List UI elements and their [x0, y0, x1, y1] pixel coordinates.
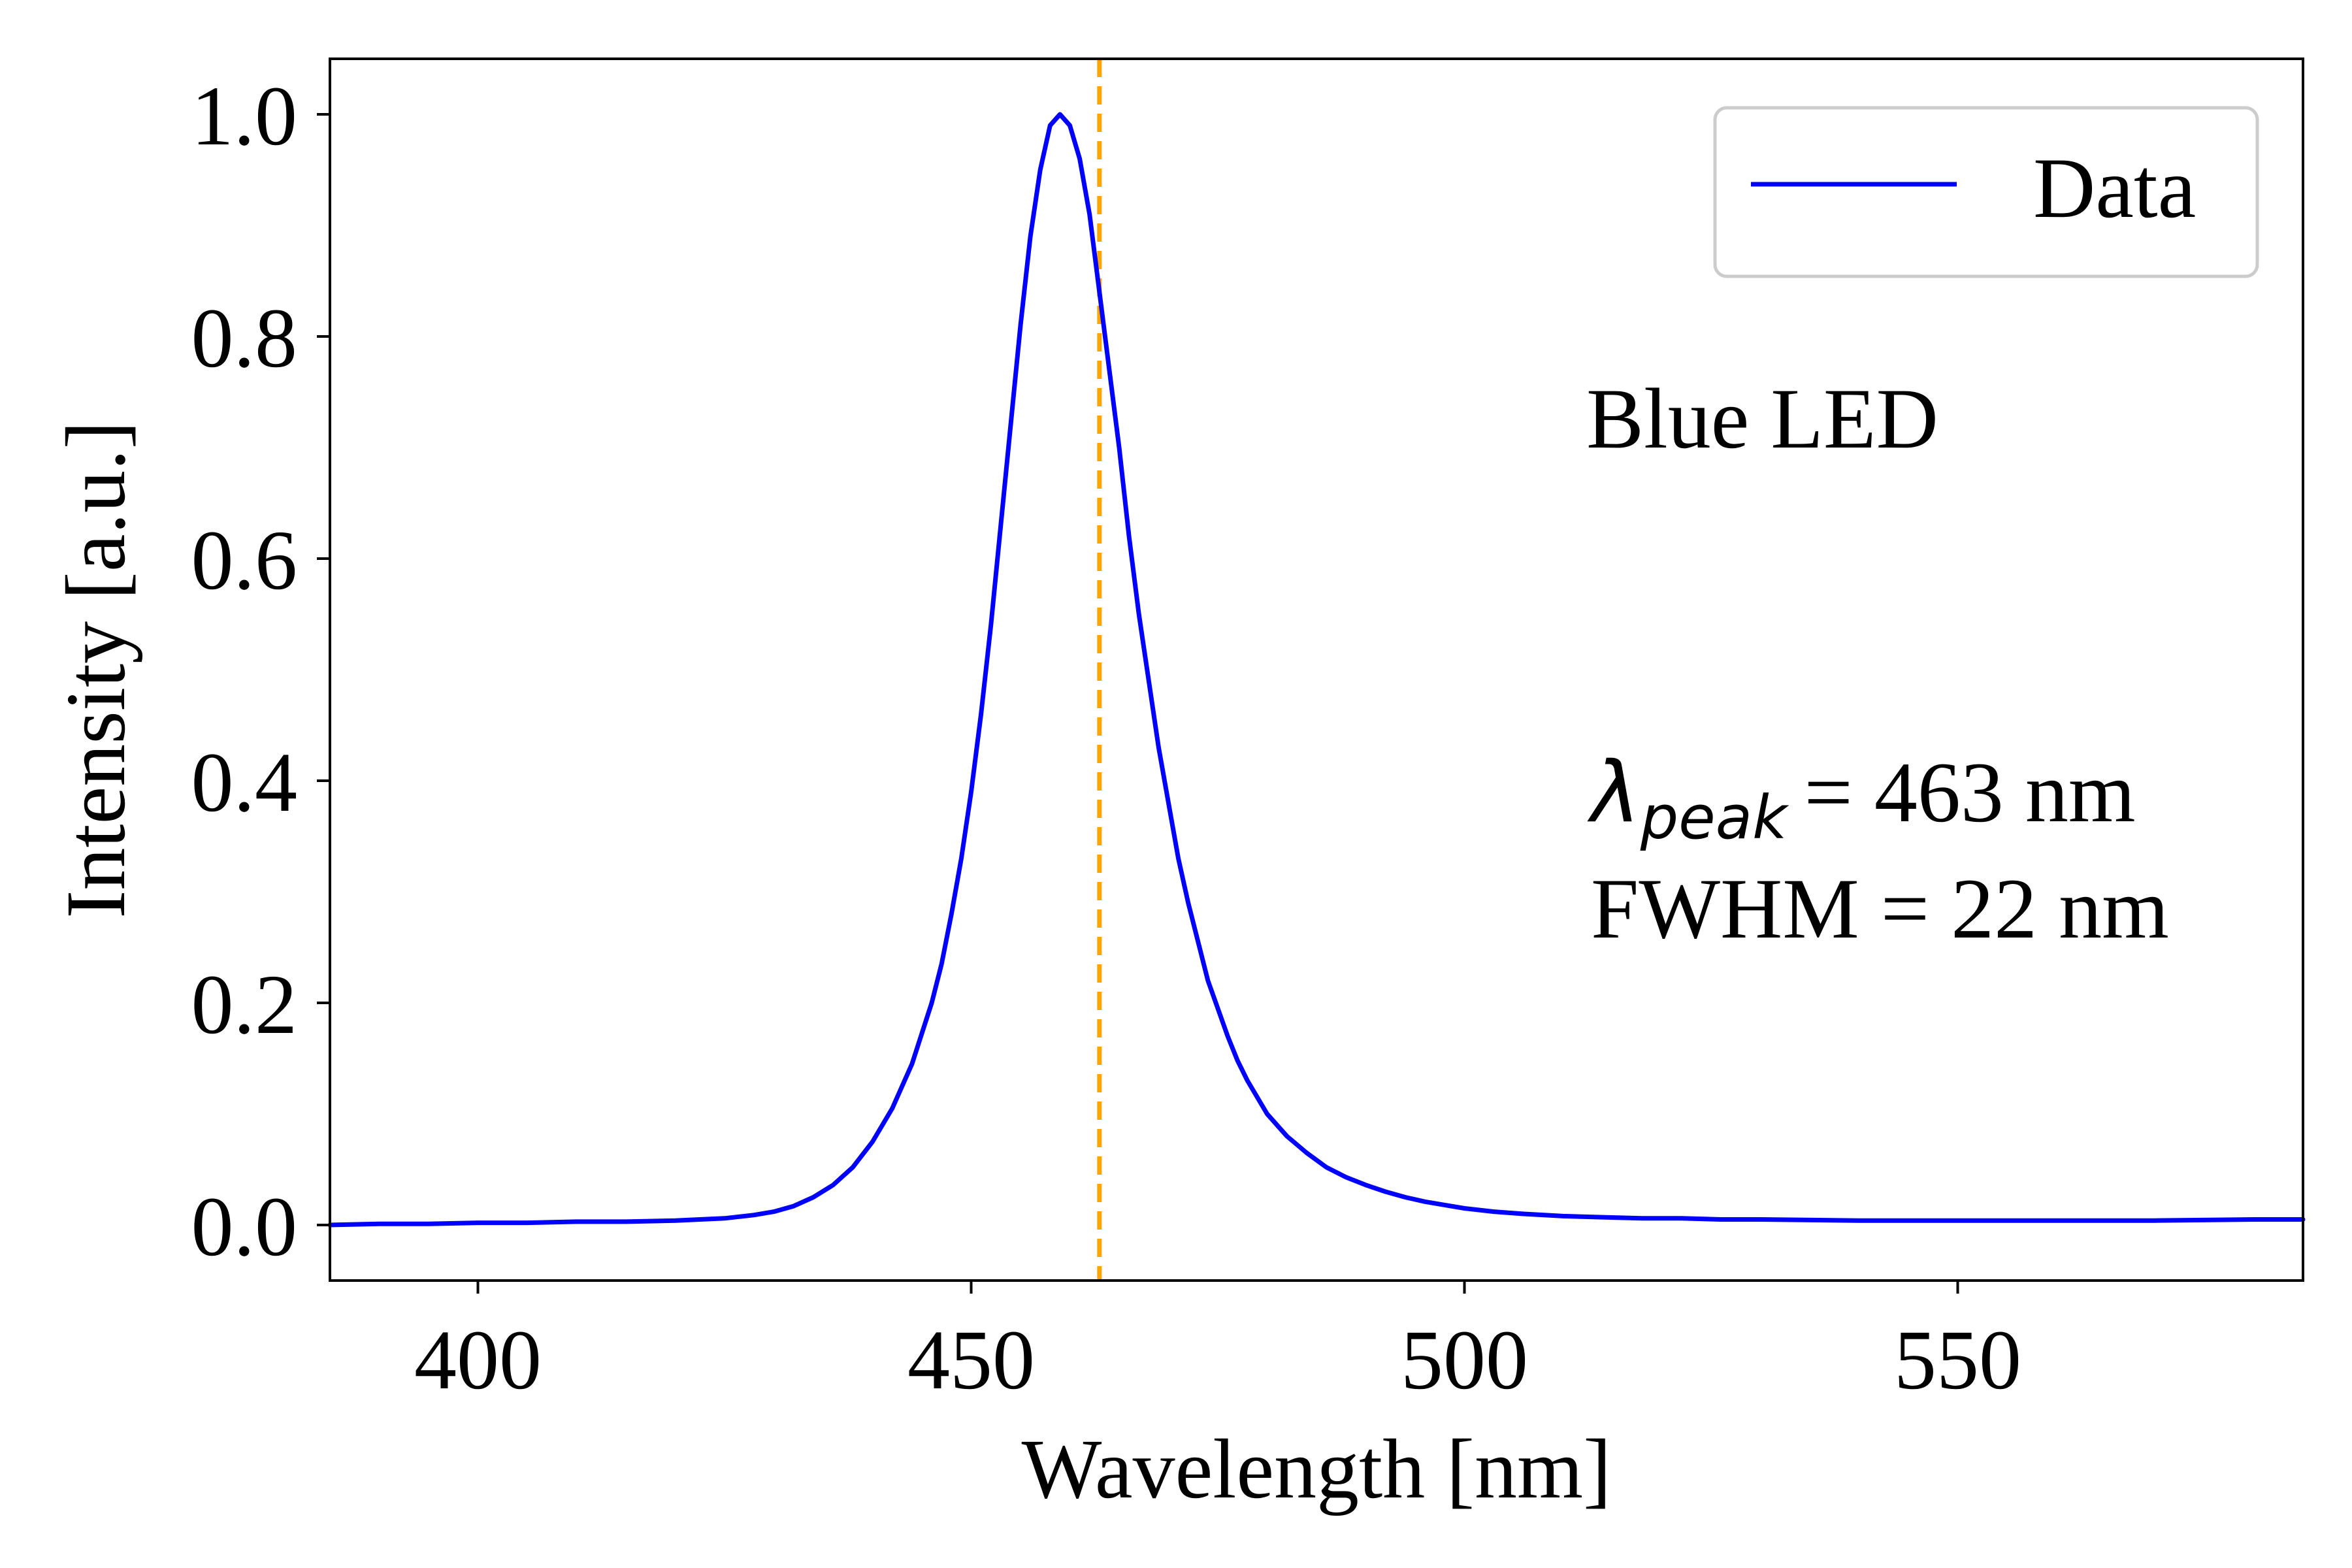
y-tick-label: 0.4 — [191, 736, 298, 830]
x-tick-label: 550 — [1894, 1313, 2021, 1407]
y-tick-label: 0.6 — [191, 514, 298, 608]
x-tick-label: 450 — [907, 1313, 1035, 1407]
lambda-symbol: λ — [1587, 744, 1641, 841]
series-line-data — [327, 112, 2306, 1228]
x-tick-label: 500 — [1401, 1313, 1528, 1407]
legend-entry-label: Data — [2033, 140, 2196, 236]
tick-layer: 400 450 500 550 0.0 0.2 0.4 0.6 0.8 1.0 — [191, 69, 2022, 1407]
y-tick-label: 0.0 — [191, 1180, 298, 1274]
fwhm-label: FWHM = 22 nm — [1591, 860, 2169, 956]
y-axis-title: Intensity [a.u.] — [49, 421, 143, 919]
legend-box — [1713, 106, 2259, 278]
y-tick-label: 0.8 — [191, 291, 298, 385]
legend: Data — [1713, 106, 2259, 278]
peak-wavelength-label: λpeak = 463 nm — [1587, 744, 2136, 853]
lambda-subscript: peak — [1640, 783, 1789, 853]
y-tick-label: 0.2 — [191, 958, 298, 1052]
device-label: Blue LED — [1586, 370, 1938, 466]
plot-frame — [329, 57, 2304, 1282]
plot-layer — [327, 59, 2306, 1281]
x-axis-title: Wavelength [nm] — [1022, 1422, 1612, 1516]
y-tick-label: 1.0 — [191, 69, 298, 163]
x-tick-label: 400 — [414, 1313, 542, 1407]
lambda-value: = 463 nm — [1804, 744, 2135, 840]
